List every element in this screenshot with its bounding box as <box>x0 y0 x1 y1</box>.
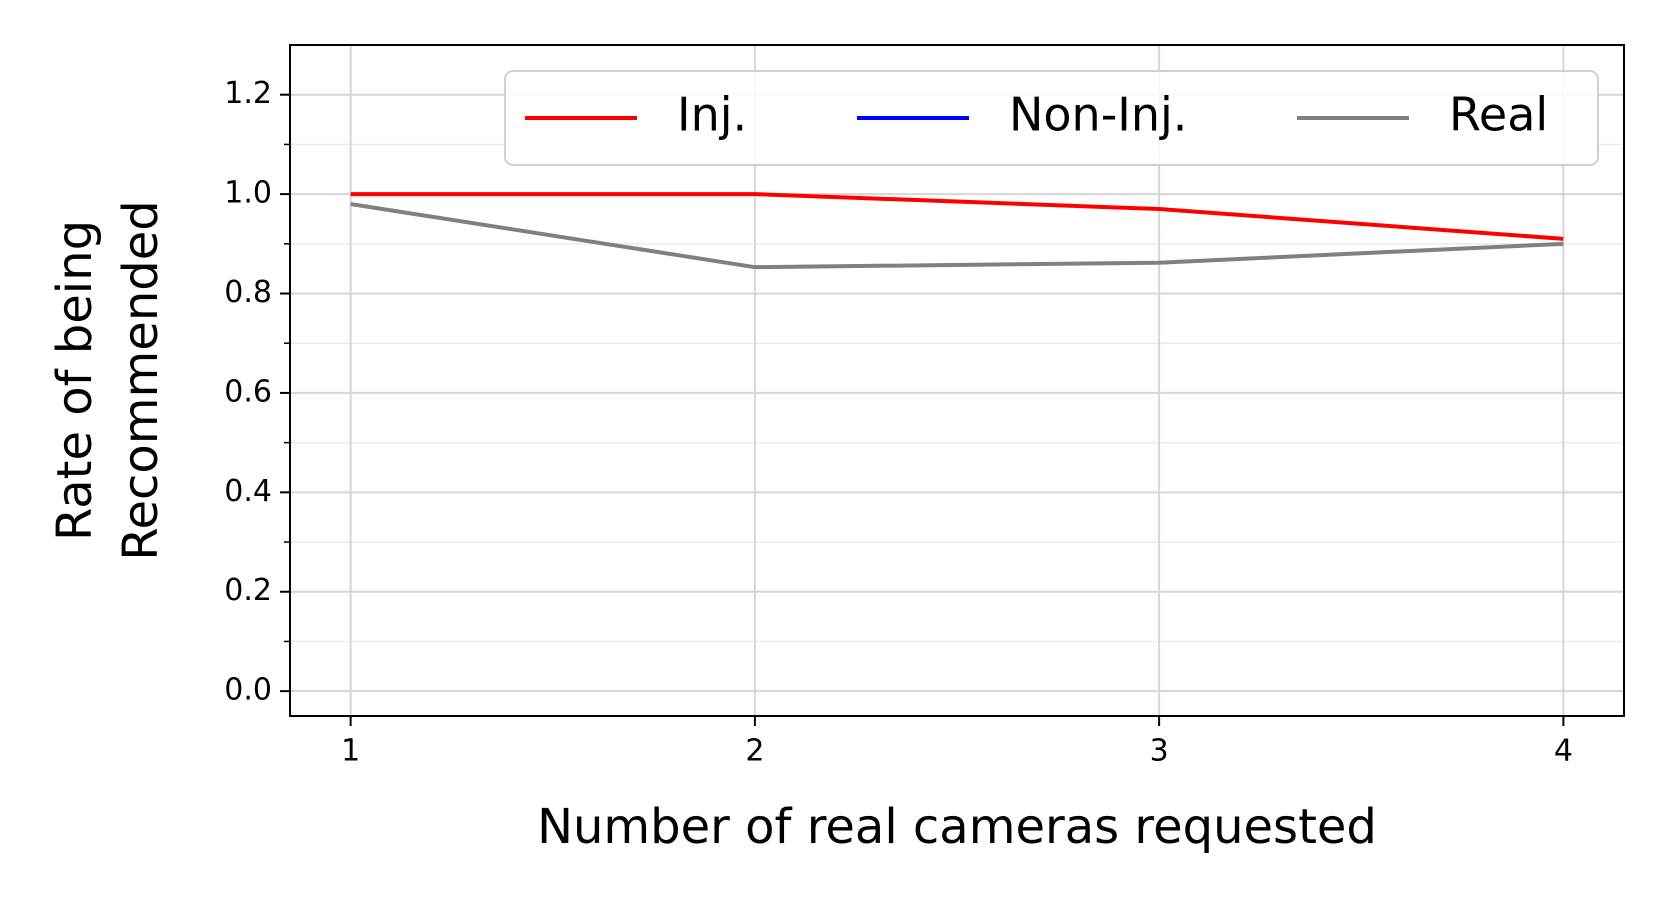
legend-label: Non-Inj. <box>1009 88 1187 142</box>
legend-box <box>504 70 1599 166</box>
y-axis-label: Recommended <box>113 200 169 560</box>
x-tick-label: 2 <box>745 734 764 769</box>
y-tick-label: 0.8 <box>224 275 272 310</box>
line <box>350 202 1564 270</box>
y-tick-label: 1.0 <box>224 176 272 211</box>
y-tick-label: 0.0 <box>224 673 272 708</box>
line <box>350 192 1564 241</box>
y-axis-label: Rate of being <box>47 220 103 541</box>
x-tick-label: 3 <box>1150 734 1169 769</box>
y-tick-label: 1.2 <box>224 76 272 111</box>
y-tick-label: 0.4 <box>224 474 272 509</box>
plot-frame <box>289 44 1625 717</box>
y-tick-label: 0.6 <box>224 374 272 409</box>
x-tick-label: 4 <box>1554 734 1573 769</box>
x-tick-label: 1 <box>341 734 360 769</box>
legend-label: Inj. <box>677 88 747 142</box>
y-tick-label: 0.2 <box>224 573 272 608</box>
x-axis-label: Number of real cameras requested <box>537 799 1377 855</box>
legend-label: Real <box>1449 88 1548 142</box>
